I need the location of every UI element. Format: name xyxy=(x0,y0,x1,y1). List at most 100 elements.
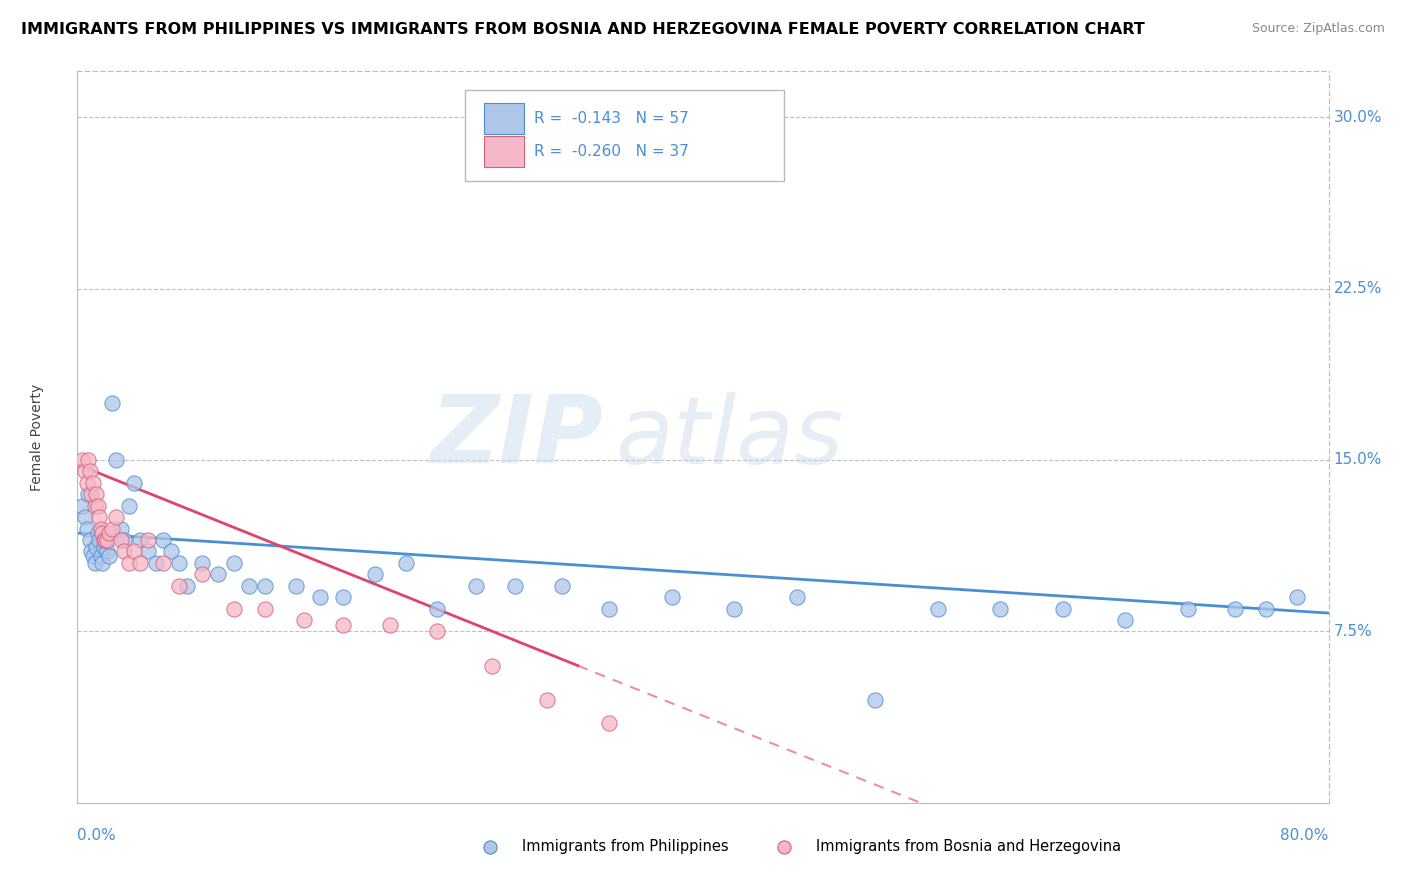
Point xyxy=(136,533,159,547)
Point xyxy=(551,579,574,593)
Point xyxy=(167,556,190,570)
Point xyxy=(380,617,402,632)
Point xyxy=(152,556,174,570)
FancyBboxPatch shape xyxy=(484,136,524,167)
Point xyxy=(122,544,145,558)
Text: Immigrants from Philippines: Immigrants from Philippines xyxy=(522,839,728,855)
Point xyxy=(598,601,620,615)
Point xyxy=(863,693,886,707)
Point xyxy=(332,590,354,604)
Point xyxy=(82,475,104,490)
Point xyxy=(285,579,308,593)
Point xyxy=(94,533,117,547)
Text: 0.0%: 0.0% xyxy=(77,829,117,844)
Point xyxy=(70,453,93,467)
Point xyxy=(481,658,503,673)
Point xyxy=(505,579,527,593)
Point xyxy=(465,579,488,593)
Point xyxy=(110,533,132,547)
Text: atlas: atlas xyxy=(616,392,844,483)
Point xyxy=(84,540,107,554)
Point xyxy=(75,464,97,478)
Point xyxy=(112,533,135,547)
Point xyxy=(332,617,354,632)
Point xyxy=(91,556,114,570)
Point xyxy=(253,579,276,593)
Point xyxy=(93,533,115,547)
Point xyxy=(100,396,122,410)
Point xyxy=(160,544,183,558)
Point xyxy=(83,499,105,513)
Point xyxy=(598,715,620,730)
Point xyxy=(222,601,245,615)
Point xyxy=(112,544,135,558)
Point xyxy=(253,601,276,615)
Point xyxy=(90,521,112,535)
Point xyxy=(191,567,214,582)
Text: R =  -0.143   N = 57: R = -0.143 N = 57 xyxy=(534,111,689,126)
Point xyxy=(77,487,100,501)
Point xyxy=(191,556,214,570)
Text: R =  -0.260   N = 37: R = -0.260 N = 37 xyxy=(534,145,689,160)
Text: IMMIGRANTS FROM PHILIPPINES VS IMMIGRANTS FROM BOSNIA AND HERZEGOVINA FEMALE POV: IMMIGRANTS FROM PHILIPPINES VS IMMIGRANT… xyxy=(21,22,1144,37)
Point xyxy=(79,464,101,478)
Point xyxy=(83,556,105,570)
Point xyxy=(105,510,128,524)
Point xyxy=(80,487,103,501)
Text: Immigrants from Bosnia and Herzegovina: Immigrants from Bosnia and Herzegovina xyxy=(815,839,1121,855)
Point xyxy=(1114,613,1136,627)
Point xyxy=(661,590,683,604)
Point xyxy=(89,510,111,524)
Point xyxy=(723,601,745,615)
Point xyxy=(70,499,93,513)
Point xyxy=(395,556,418,570)
Point xyxy=(426,601,449,615)
Point xyxy=(426,624,449,639)
Point xyxy=(222,556,245,570)
Point xyxy=(145,556,167,570)
Point xyxy=(97,526,120,541)
Point xyxy=(76,521,98,535)
Point xyxy=(129,556,152,570)
Point xyxy=(136,544,159,558)
Text: 30.0%: 30.0% xyxy=(1334,110,1382,125)
Point xyxy=(129,533,152,547)
Point xyxy=(96,544,118,558)
Point xyxy=(176,579,198,593)
Point xyxy=(80,544,103,558)
Point xyxy=(84,487,107,501)
Point xyxy=(1286,590,1309,604)
Point xyxy=(79,533,101,547)
Point xyxy=(988,601,1011,615)
Text: ZIP: ZIP xyxy=(430,391,603,483)
Point xyxy=(96,533,118,547)
Point xyxy=(93,540,115,554)
Point xyxy=(927,601,949,615)
Point xyxy=(167,579,190,593)
Point xyxy=(238,579,260,593)
Point xyxy=(76,475,98,490)
Point xyxy=(97,549,120,563)
Point xyxy=(110,521,132,535)
Point xyxy=(363,567,385,582)
Point xyxy=(292,613,315,627)
Point xyxy=(91,526,114,541)
Point xyxy=(1254,601,1277,615)
Text: 80.0%: 80.0% xyxy=(1281,829,1329,844)
Text: 15.0%: 15.0% xyxy=(1334,452,1382,467)
Text: 22.5%: 22.5% xyxy=(1334,281,1382,296)
Point xyxy=(86,499,108,513)
Point xyxy=(90,549,112,563)
Point xyxy=(86,526,108,541)
Text: 7.5%: 7.5% xyxy=(1334,624,1372,639)
Point xyxy=(94,533,117,547)
Point xyxy=(1177,601,1199,615)
FancyBboxPatch shape xyxy=(465,90,785,181)
Text: Source: ZipAtlas.com: Source: ZipAtlas.com xyxy=(1251,22,1385,36)
Point xyxy=(89,533,111,547)
Point xyxy=(82,549,104,563)
Point xyxy=(122,475,145,490)
Point xyxy=(152,533,174,547)
Point xyxy=(118,499,141,513)
Point xyxy=(100,521,122,535)
